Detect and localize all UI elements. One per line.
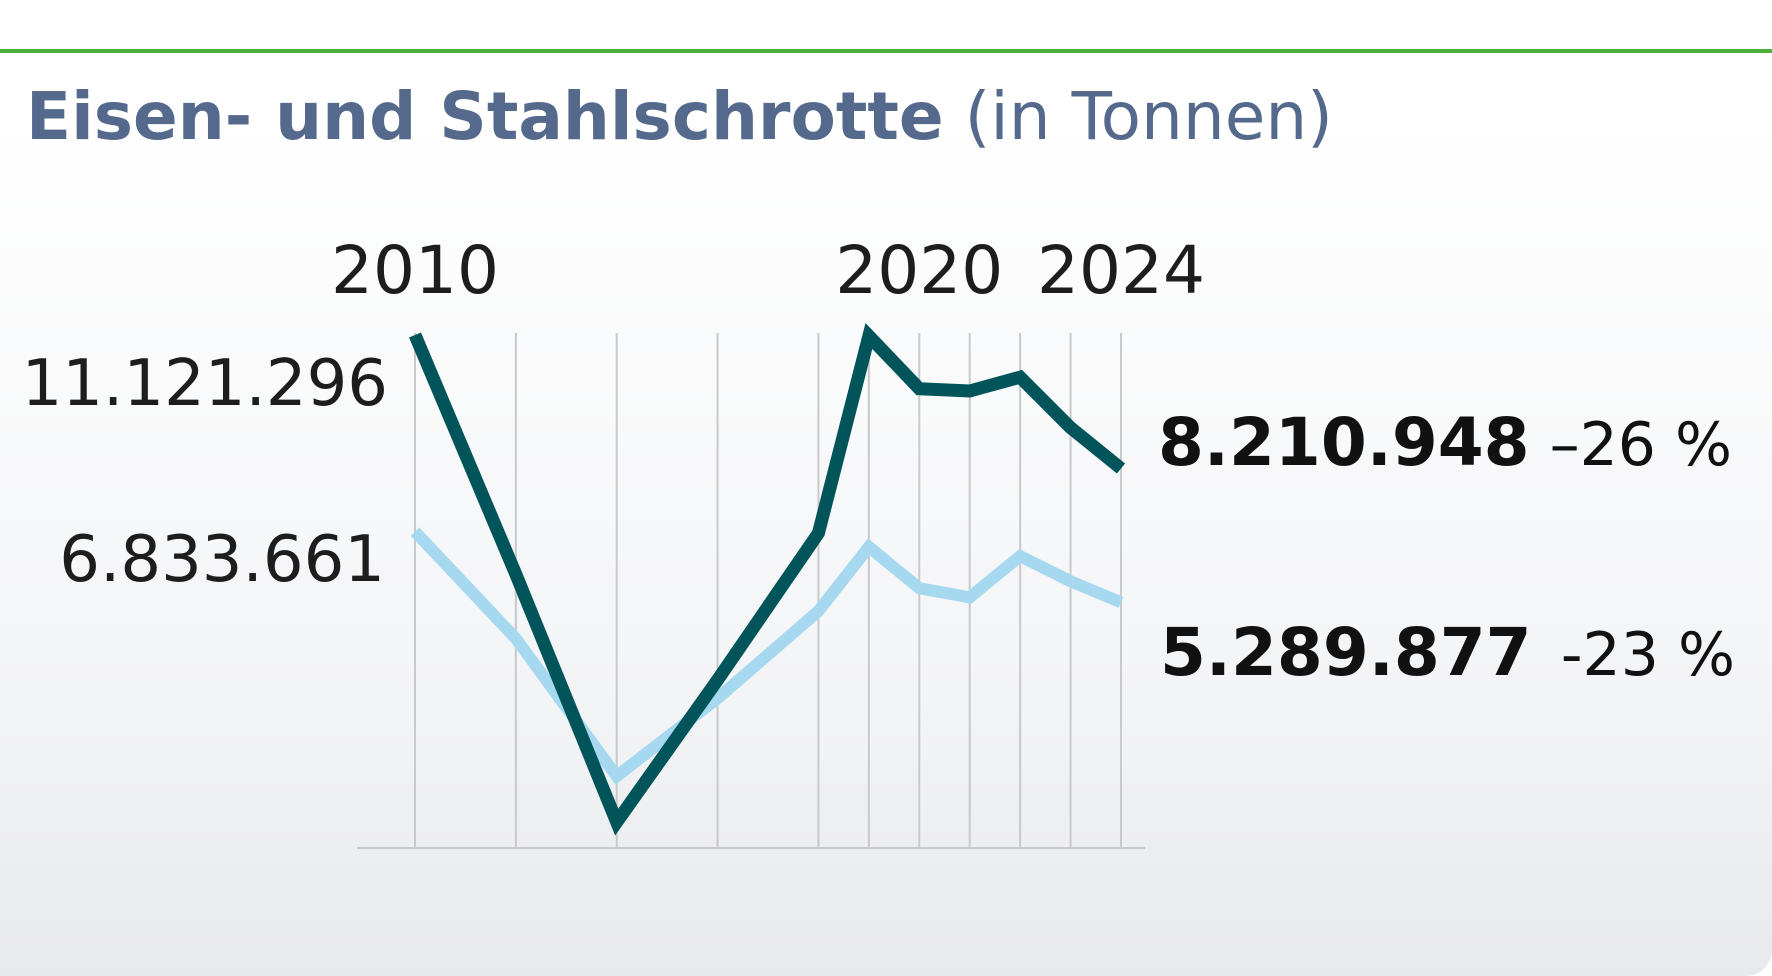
change-label-light: -23 % [1561, 620, 1735, 690]
x-tick-labels: 2010 2020 2024 [331, 232, 1205, 309]
series-line-dark [409, 323, 1126, 836]
x-tick-label-2010: 2010 [331, 232, 499, 309]
series-line-light [410, 527, 1124, 785]
change-label-dark: –26 % [1550, 410, 1732, 480]
x-tick-label-2024: 2024 [1037, 232, 1205, 309]
end-value-dark: 8.210.948 [1158, 404, 1530, 481]
value-labels: 11.121.296 6.833.661 8.210.948 –26 % 5.289.8… [22, 347, 1735, 691]
start-value-light: 6.833.661 [59, 523, 385, 597]
chart-title: Eisen- und Stahlschrotte (in Tonnen) [26, 72, 1333, 162]
start-value-dark: 11.121.296 [22, 347, 388, 421]
end-value-light: 5.289.877 [1160, 614, 1532, 691]
title-text: Eisen- und Stahlschrotte [26, 78, 944, 155]
x-tick-label-2020: 2020 [835, 232, 1003, 309]
series-layer [409, 323, 1126, 836]
accent-rule [0, 49, 1772, 53]
title-unit: (in Tonnen) [964, 78, 1333, 155]
